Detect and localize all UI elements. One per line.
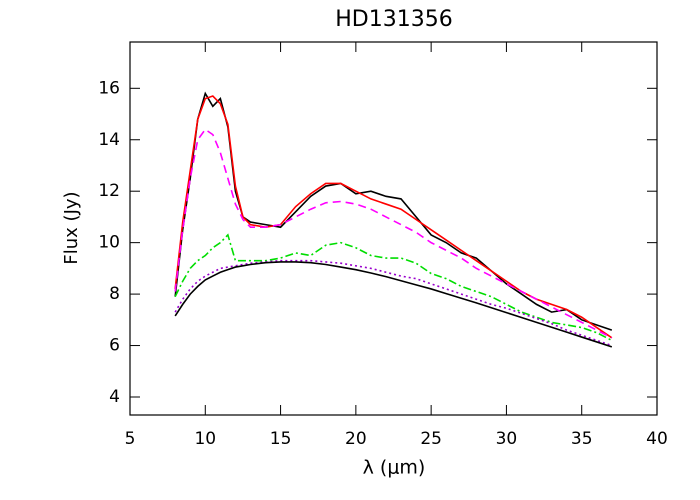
x-tick-label: 15	[270, 429, 292, 449]
data-line	[174, 259, 613, 347]
y-tick-label: 8	[109, 284, 120, 304]
plot-frame	[129, 41, 658, 416]
x-tick-label: 10	[194, 429, 216, 449]
y-tick-label: 10	[98, 233, 120, 253]
x-tick-label: 25	[420, 429, 442, 449]
x-axis-label: λ (μm)	[363, 457, 426, 479]
data-line	[174, 95, 613, 339]
y-tick-label: 6	[109, 336, 120, 356]
y-tick-label: 14	[98, 130, 120, 150]
y-tick-label: 12	[98, 181, 120, 201]
data-line	[174, 261, 613, 348]
x-tick-label: 35	[571, 429, 593, 449]
x-tick-label: 40	[646, 429, 668, 449]
y-tick-label: 4	[109, 387, 120, 407]
y-tick-label: 16	[98, 78, 120, 98]
chart-title: HD131356	[335, 7, 452, 32]
x-tick-label: 5	[125, 429, 136, 449]
x-tick-label: 20	[345, 429, 367, 449]
x-tick-label: 30	[496, 429, 518, 449]
data-line	[174, 233, 613, 342]
data-line	[174, 91, 613, 331]
y-axis-label: Flux (Jy)	[61, 191, 82, 264]
data-line	[174, 128, 613, 339]
